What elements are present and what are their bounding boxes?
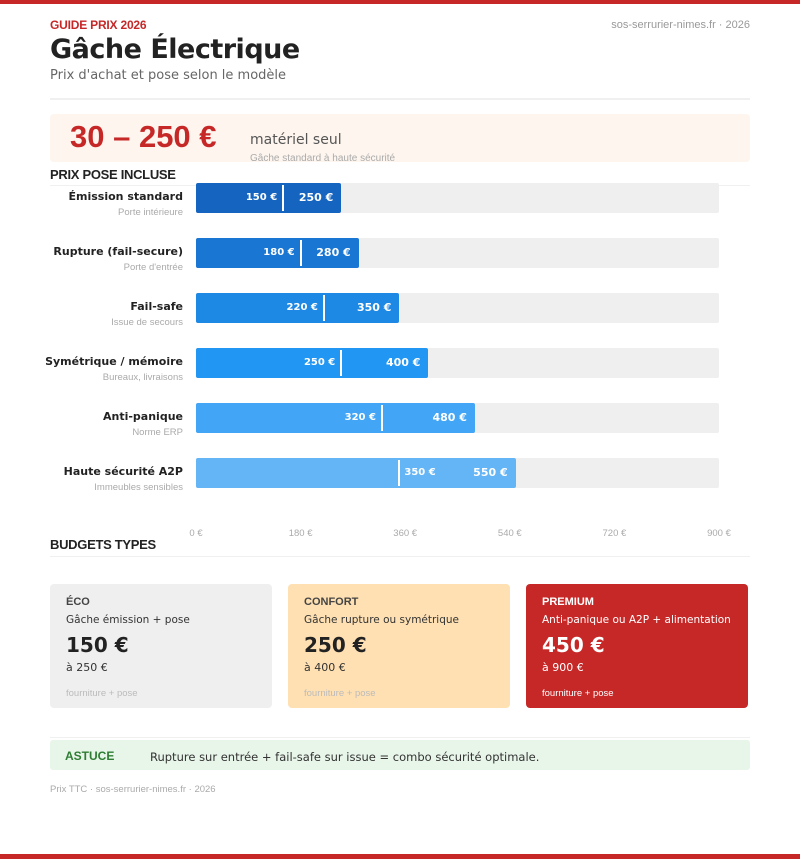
min-marker xyxy=(282,185,285,211)
axis-tick-label: 360 € xyxy=(393,528,418,539)
range-bar xyxy=(196,458,516,488)
hero-range: 30 – 250 € xyxy=(70,119,217,154)
axis-tick-label: 900 € xyxy=(707,528,731,539)
budgets-title: BUDGETS TYPES xyxy=(50,537,156,552)
min-marker xyxy=(398,460,401,486)
page-title: Gâche Électrique xyxy=(50,34,300,65)
tip-text: Rupture sur entrée + fail-safe sur issue… xyxy=(150,750,540,764)
row-sublabel: Norme ERP xyxy=(132,427,183,438)
footer: Prix TTC · sos-serrurier-nimes.fr · 2026 xyxy=(50,784,216,795)
card-price: 250 € xyxy=(304,633,367,657)
range-bar xyxy=(196,293,400,323)
row-label: Rupture (fail-secure) xyxy=(53,245,183,258)
row-sublabel: Porte intérieure xyxy=(118,207,183,218)
chart-title: PRIX POSE INCLUSE xyxy=(50,167,176,182)
row-label: Émission standard xyxy=(68,190,184,203)
max-value-label: 550 € xyxy=(473,466,508,479)
card-name: ÉCO xyxy=(66,596,90,608)
budget-card-premium: PREMIUM Anti-panique ou A2P + alimentati… xyxy=(526,584,748,708)
divider xyxy=(50,556,750,557)
card-name: CONFORT xyxy=(304,596,359,608)
card-foot: fourniture + pose xyxy=(66,688,138,699)
card-max: à 900 € xyxy=(542,661,584,674)
tip-box xyxy=(50,740,750,770)
min-value-label: 250 € xyxy=(303,357,336,368)
budget-card-confort: CONFORT Gâche rupture ou symétrique 250 … xyxy=(288,584,510,708)
min-value-label: 350 € xyxy=(404,467,436,478)
axis-tick-label: 0 € xyxy=(189,528,203,539)
max-value-label: 480 € xyxy=(432,411,467,424)
row-label: Haute sécurité A2P xyxy=(63,465,183,478)
min-marker xyxy=(322,295,325,321)
axis-tick-label: 540 € xyxy=(497,528,522,539)
divider xyxy=(50,98,750,100)
card-desc: Gâche émission + pose xyxy=(66,614,190,626)
card-max: à 400 € xyxy=(304,661,346,674)
hero-box xyxy=(50,114,750,162)
max-value-label: 400 € xyxy=(386,356,421,369)
hero-unit: matériel seul xyxy=(250,132,342,148)
row-sublabel: Porte d'entrée xyxy=(123,262,183,273)
max-value-label: 280 € xyxy=(316,246,351,259)
axis-tick-label: 180 € xyxy=(288,528,313,539)
kicker: GUIDE PRIX 2026 xyxy=(50,18,147,32)
min-marker xyxy=(380,405,383,431)
min-value-label: 320 € xyxy=(344,412,376,423)
card-desc: Gâche rupture ou symétrique xyxy=(304,614,460,626)
range-bar xyxy=(196,183,342,213)
max-value-label: 250 € xyxy=(298,191,334,204)
row-label: Symétrique / mémoire xyxy=(45,355,183,368)
range-bar xyxy=(196,348,429,378)
card-price: 150 € xyxy=(66,633,129,657)
card-desc: Anti-panique ou A2P + alimentation xyxy=(542,614,731,626)
hero-note: Gâche standard à haute sécurité xyxy=(250,153,396,164)
row-sublabel: Issue de secours xyxy=(111,317,183,328)
row-label: Fail-safe xyxy=(130,300,183,313)
card-max: à 250 € xyxy=(66,661,108,674)
card-name: PREMIUM xyxy=(542,596,594,608)
min-value-label: 220 € xyxy=(286,302,318,313)
axis-tick-label: 720 € xyxy=(602,528,627,539)
card-foot: fourniture + pose xyxy=(304,688,376,699)
budget-card-eco: ÉCO Gâche émission + pose 150 € à 250 € … xyxy=(50,584,272,708)
card-foot: fourniture + pose xyxy=(542,688,614,699)
row-label: Anti-panique xyxy=(102,410,183,423)
min-value-label: 180 € xyxy=(263,247,295,258)
bottom-accent-bar xyxy=(0,854,800,859)
row-sublabel: Bureaux, livraisons xyxy=(102,372,183,383)
range-bar xyxy=(196,238,359,268)
top-accent-bar xyxy=(0,0,800,4)
min-marker xyxy=(299,240,302,266)
divider xyxy=(50,737,750,738)
min-value-label: 150 € xyxy=(245,192,278,203)
card-price: 450 € xyxy=(542,633,605,657)
row-sublabel: Immeubles sensibles xyxy=(94,482,183,493)
min-marker xyxy=(340,350,343,376)
range-bar xyxy=(196,403,475,433)
page-subtitle: Prix d'achat et pose selon le modèle xyxy=(50,68,287,83)
tip-label: ASTUCE xyxy=(65,749,115,763)
site-label: sos-serrurier-nimes.fr · 2026 xyxy=(611,19,750,31)
max-value-label: 350 € xyxy=(356,301,392,314)
